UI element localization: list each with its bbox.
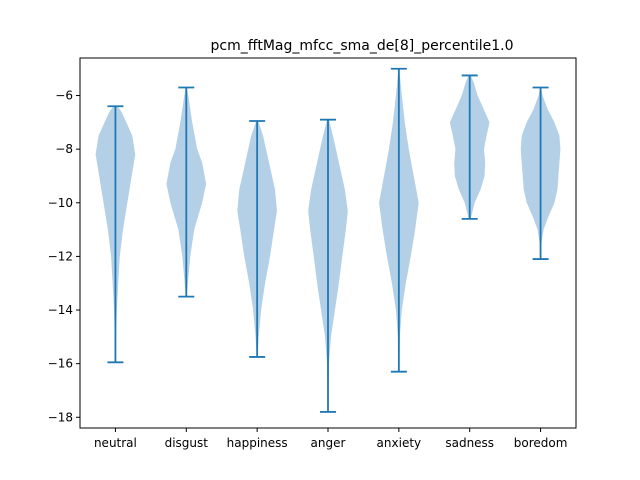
x-axis: neutral disgust happiness anger anxiety sadne…: [94, 428, 567, 450]
x-tick-label: anxiety: [377, 436, 422, 450]
chart-title: pcm_fftMag_mfcc_sma_de[8]_percentile1.0: [211, 38, 514, 54]
y-tick-label: −14: [48, 303, 73, 317]
y-tick-label: −18: [48, 410, 73, 424]
violins-group: [95, 67, 561, 413]
y-tick-label: −8: [55, 142, 73, 156]
x-tick-label: sadness: [445, 436, 494, 450]
y-tick-label: −16: [48, 357, 73, 371]
x-tick-label: anger: [311, 436, 346, 450]
y-tick-label: −12: [48, 249, 73, 263]
x-tick-label: disgust: [165, 436, 209, 450]
x-tick-label: neutral: [94, 436, 137, 450]
y-tick-label: −6: [55, 89, 73, 103]
y-tick-label: −10: [48, 196, 73, 210]
y-axis: −18 −16 −14 −12 −10 −8 −6: [48, 89, 80, 424]
x-tick-label: happiness: [227, 436, 288, 450]
x-tick-label: boredom: [514, 436, 568, 450]
